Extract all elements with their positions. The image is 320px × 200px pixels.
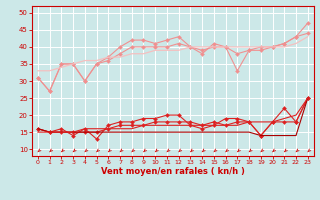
X-axis label: Vent moyen/en rafales ( kn/h ): Vent moyen/en rafales ( kn/h ): [101, 167, 245, 176]
